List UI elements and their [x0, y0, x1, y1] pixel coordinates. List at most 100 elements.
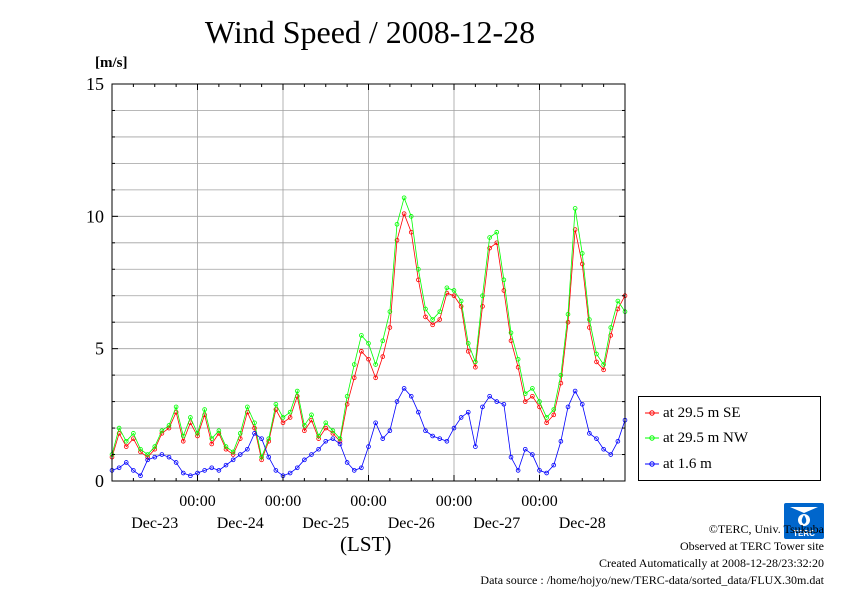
series-point-1 — [473, 359, 478, 365]
series-point-0 — [252, 425, 257, 431]
series-point-2 — [551, 462, 557, 468]
series-point-1 — [572, 206, 578, 211]
series-point-1 — [138, 446, 143, 452]
series-point-2 — [309, 452, 314, 457]
series-point-1 — [359, 333, 364, 338]
series-point-1 — [145, 452, 150, 457]
series-point-2 — [416, 409, 421, 415]
series-point-1 — [287, 409, 293, 415]
series-point-1 — [294, 388, 300, 394]
series-point-1 — [216, 428, 222, 434]
series-point-2 — [587, 431, 592, 436]
series-point-0 — [359, 349, 364, 354]
series-point-1 — [530, 386, 535, 391]
series-point-2 — [515, 468, 521, 473]
series-point-1 — [594, 351, 599, 357]
legend-item-se: at 29.5 m SE — [645, 403, 741, 423]
series-point-2 — [166, 454, 172, 460]
series-point-2 — [572, 388, 578, 394]
series-point-2 — [615, 438, 621, 444]
series-point-1 — [273, 401, 279, 407]
series-point-2 — [373, 420, 378, 426]
legend-marker-low — [645, 461, 659, 467]
series-point-2 — [245, 446, 250, 452]
series-point-1 — [551, 407, 557, 412]
series-point-1 — [544, 415, 549, 420]
series-point-0 — [344, 401, 350, 407]
x-time-label: 00:00 — [265, 493, 301, 510]
legend-label-nw: at 29.5 m NW — [663, 429, 748, 446]
series-point-1 — [373, 362, 378, 367]
series-point-2 — [394, 399, 400, 404]
y-tick-label: 0 — [95, 471, 104, 491]
series-point-2 — [216, 468, 222, 473]
terc-logo-icon: TERC — [784, 503, 824, 539]
series-point-2 — [351, 468, 357, 473]
series-point-0 — [401, 211, 407, 216]
series-point-1 — [316, 433, 321, 439]
series-layer — [109, 195, 628, 479]
series-point-1 — [180, 433, 186, 439]
series-point-0 — [131, 436, 136, 441]
series-point-1 — [166, 423, 172, 428]
series-point-1 — [430, 317, 435, 322]
series-point-0 — [458, 304, 464, 309]
x-day-label: Dec-28 — [559, 515, 606, 532]
series-point-0 — [302, 428, 307, 434]
series-point-0 — [145, 454, 150, 460]
series-point-0 — [123, 444, 129, 449]
series-point-2 — [558, 438, 564, 444]
series-point-0 — [594, 359, 599, 365]
series-point-2 — [259, 436, 264, 441]
series-point-2 — [252, 431, 257, 436]
series-point-1 — [508, 330, 514, 336]
series-line-1 — [111, 196, 626, 459]
series-point-1 — [444, 285, 450, 291]
series-point-1 — [259, 454, 264, 460]
series-point-1 — [252, 420, 257, 426]
series-point-1 — [280, 415, 286, 420]
series-point-0 — [423, 314, 428, 320]
series-point-1 — [615, 298, 621, 304]
series-point-0 — [565, 319, 571, 325]
series-point-0 — [430, 322, 435, 328]
series-point-1 — [558, 372, 564, 378]
series-point-0 — [337, 438, 343, 444]
series-point-1 — [330, 428, 336, 434]
series-point-1 — [309, 412, 314, 418]
series-point-2 — [473, 444, 478, 449]
series-point-1 — [394, 221, 400, 227]
series-point-1 — [587, 317, 592, 322]
legend-marker-nw — [645, 435, 659, 441]
series-point-2 — [522, 446, 528, 452]
series-point-0 — [166, 425, 172, 431]
x-day-label: Dec-27 — [473, 515, 520, 532]
series-point-1 — [188, 415, 193, 420]
x-day-label: Dec-23 — [131, 515, 178, 532]
series-point-2 — [273, 468, 279, 473]
series-point-1 — [131, 431, 136, 436]
series-point-0 — [544, 420, 549, 426]
x-time-label: 00:00 — [350, 493, 386, 510]
series-point-1 — [522, 391, 528, 396]
y-tick-label: 5 — [95, 339, 104, 359]
series-point-0 — [280, 420, 286, 426]
series-point-0 — [522, 399, 528, 404]
series-point-2 — [330, 436, 336, 441]
series-point-1 — [501, 277, 507, 283]
series-point-1 — [245, 404, 250, 410]
series-point-2 — [480, 404, 485, 410]
series-point-1 — [209, 436, 215, 441]
footer-credit: ©TERC, Univ. Tsukuba — [708, 522, 824, 536]
series-point-2 — [344, 460, 350, 465]
series-point-2 — [266, 454, 272, 460]
series-point-2 — [530, 452, 535, 457]
series-point-1 — [344, 394, 350, 399]
series-point-2 — [359, 465, 364, 471]
series-point-1 — [423, 306, 428, 312]
series-point-1 — [202, 407, 207, 412]
series-point-2 — [408, 394, 414, 399]
series-line-2 — [111, 387, 626, 477]
series-point-0 — [451, 293, 457, 299]
